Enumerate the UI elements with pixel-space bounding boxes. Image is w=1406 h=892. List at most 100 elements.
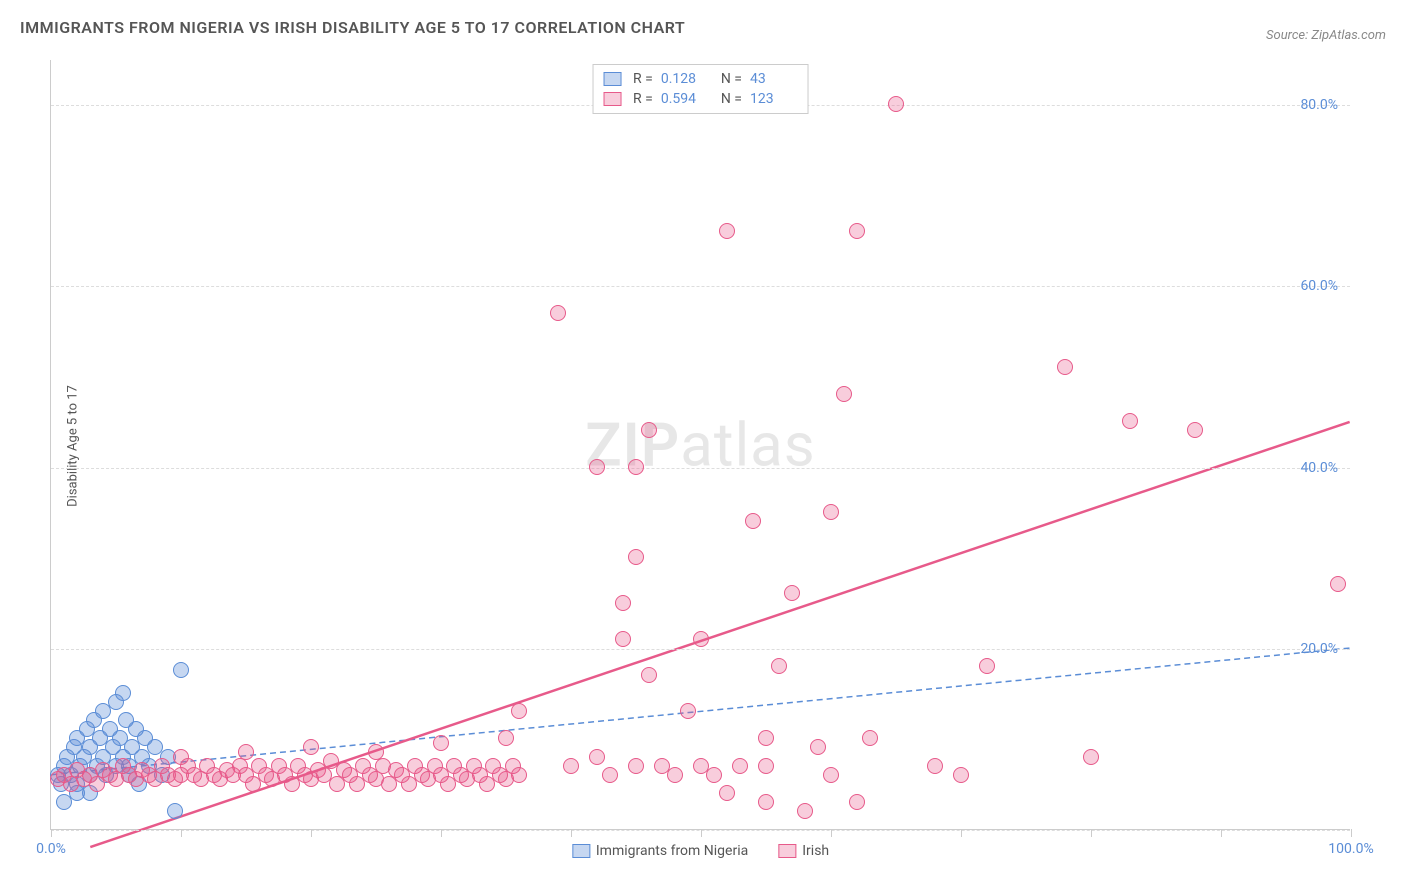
- r-label: R =: [633, 71, 653, 87]
- scatter-point: [641, 667, 657, 683]
- n-label: N =: [721, 91, 742, 107]
- scatter-point: [511, 767, 527, 783]
- scatter-point: [888, 96, 904, 112]
- watermark: ZIPatlas: [585, 409, 816, 480]
- legend-swatch-irish: [603, 92, 621, 106]
- scatter-point: [849, 794, 865, 810]
- scatter-point: [654, 758, 670, 774]
- scatter-point: [56, 794, 72, 810]
- x-tick: [181, 829, 182, 837]
- scatter-point: [167, 803, 183, 819]
- scatter-point: [628, 549, 644, 565]
- scatter-point: [745, 513, 761, 529]
- gridline: [51, 649, 1350, 650]
- legend-swatch-nigeria: [603, 72, 621, 86]
- x-tick: [441, 829, 442, 837]
- legend-bottom: Immigrants from Nigeria Irish: [572, 843, 829, 859]
- scatter-point: [238, 744, 254, 760]
- x-tick: [701, 829, 702, 837]
- scatter-point: [784, 585, 800, 601]
- y-tick-label: 20.0%: [1300, 641, 1338, 657]
- scatter-point: [602, 767, 618, 783]
- scatter-point: [641, 422, 657, 438]
- scatter-point: [862, 730, 878, 746]
- scatter-point: [173, 749, 189, 765]
- scatter-point: [823, 504, 839, 520]
- legend-item-nigeria: Immigrants from Nigeria: [572, 843, 748, 859]
- scatter-point: [758, 730, 774, 746]
- scatter-point: [303, 739, 319, 755]
- x-tick-label: 100.0%: [1328, 841, 1373, 857]
- scatter-point: [719, 223, 735, 239]
- scatter-point: [550, 305, 566, 321]
- legend-stats-box: R = 0.128 N = 43 R = 0.594 N = 123: [592, 64, 809, 114]
- x-tick: [961, 829, 962, 837]
- scatter-point: [849, 223, 865, 239]
- scatter-point: [628, 758, 644, 774]
- y-tick-label: 60.0%: [1300, 278, 1338, 294]
- n-label: N =: [721, 71, 742, 87]
- scatter-point: [953, 767, 969, 783]
- scatter-point: [511, 703, 527, 719]
- trendlines-layer: [51, 60, 1350, 829]
- scatter-point: [823, 767, 839, 783]
- scatter-point: [836, 386, 852, 402]
- r-value-nigeria: 0.128: [661, 71, 709, 87]
- scatter-point: [563, 758, 579, 774]
- y-tick-label: 40.0%: [1300, 460, 1338, 476]
- x-tick: [571, 829, 572, 837]
- x-tick: [1091, 829, 1092, 837]
- scatter-point: [589, 459, 605, 475]
- legend-label-nigeria: Immigrants from Nigeria: [596, 843, 748, 859]
- scatter-point: [1057, 359, 1073, 375]
- scatter-point: [589, 749, 605, 765]
- trendline: [90, 422, 1349, 847]
- scatter-point: [498, 730, 514, 746]
- n-value-irish: 123: [750, 91, 798, 107]
- scatter-point: [732, 758, 748, 774]
- gridline: [51, 286, 1350, 287]
- scatter-point: [667, 767, 683, 783]
- source-attribution: Source: ZipAtlas.com: [1266, 28, 1386, 43]
- scatter-point: [368, 744, 384, 760]
- r-value-irish: 0.594: [661, 91, 709, 107]
- scatter-point: [1083, 749, 1099, 765]
- legend-label-irish: Irish: [802, 843, 829, 859]
- scatter-point: [628, 459, 644, 475]
- legend-item-irish: Irish: [778, 843, 829, 859]
- scatter-point: [927, 758, 943, 774]
- scatter-point: [173, 662, 189, 678]
- r-label: R =: [633, 91, 653, 107]
- n-value-nigeria: 43: [750, 71, 798, 87]
- scatter-point: [1187, 422, 1203, 438]
- legend-swatch-nigeria: [572, 844, 590, 858]
- scatter-point: [1122, 413, 1138, 429]
- x-tick: [51, 829, 52, 837]
- plot-area: ZIPatlas R = 0.128 N = 43 R = 0.594 N = …: [50, 60, 1350, 830]
- scatter-point: [615, 631, 631, 647]
- scatter-point: [706, 767, 722, 783]
- y-tick-label: 80.0%: [1300, 97, 1338, 113]
- watermark-rest: atlas: [680, 409, 815, 480]
- gridline: [51, 468, 1350, 469]
- scatter-point: [797, 803, 813, 819]
- x-tick: [1351, 829, 1352, 837]
- scatter-point: [771, 658, 787, 674]
- scatter-point: [979, 658, 995, 674]
- scatter-point: [1330, 576, 1346, 592]
- x-tick: [1221, 829, 1222, 837]
- scatter-point: [115, 685, 131, 701]
- legend-stats-row: R = 0.128 N = 43: [603, 69, 798, 89]
- scatter-point: [719, 785, 735, 801]
- scatter-point: [810, 739, 826, 755]
- x-tick-label: 0.0%: [36, 841, 66, 857]
- scatter-point: [433, 735, 449, 751]
- scatter-point: [680, 703, 696, 719]
- scatter-point: [693, 631, 709, 647]
- scatter-point: [693, 758, 709, 774]
- x-tick: [831, 829, 832, 837]
- scatter-point: [758, 794, 774, 810]
- scatter-point: [758, 758, 774, 774]
- chart-title: IMMIGRANTS FROM NIGERIA VS IRISH DISABIL…: [20, 18, 685, 37]
- legend-swatch-irish: [778, 844, 796, 858]
